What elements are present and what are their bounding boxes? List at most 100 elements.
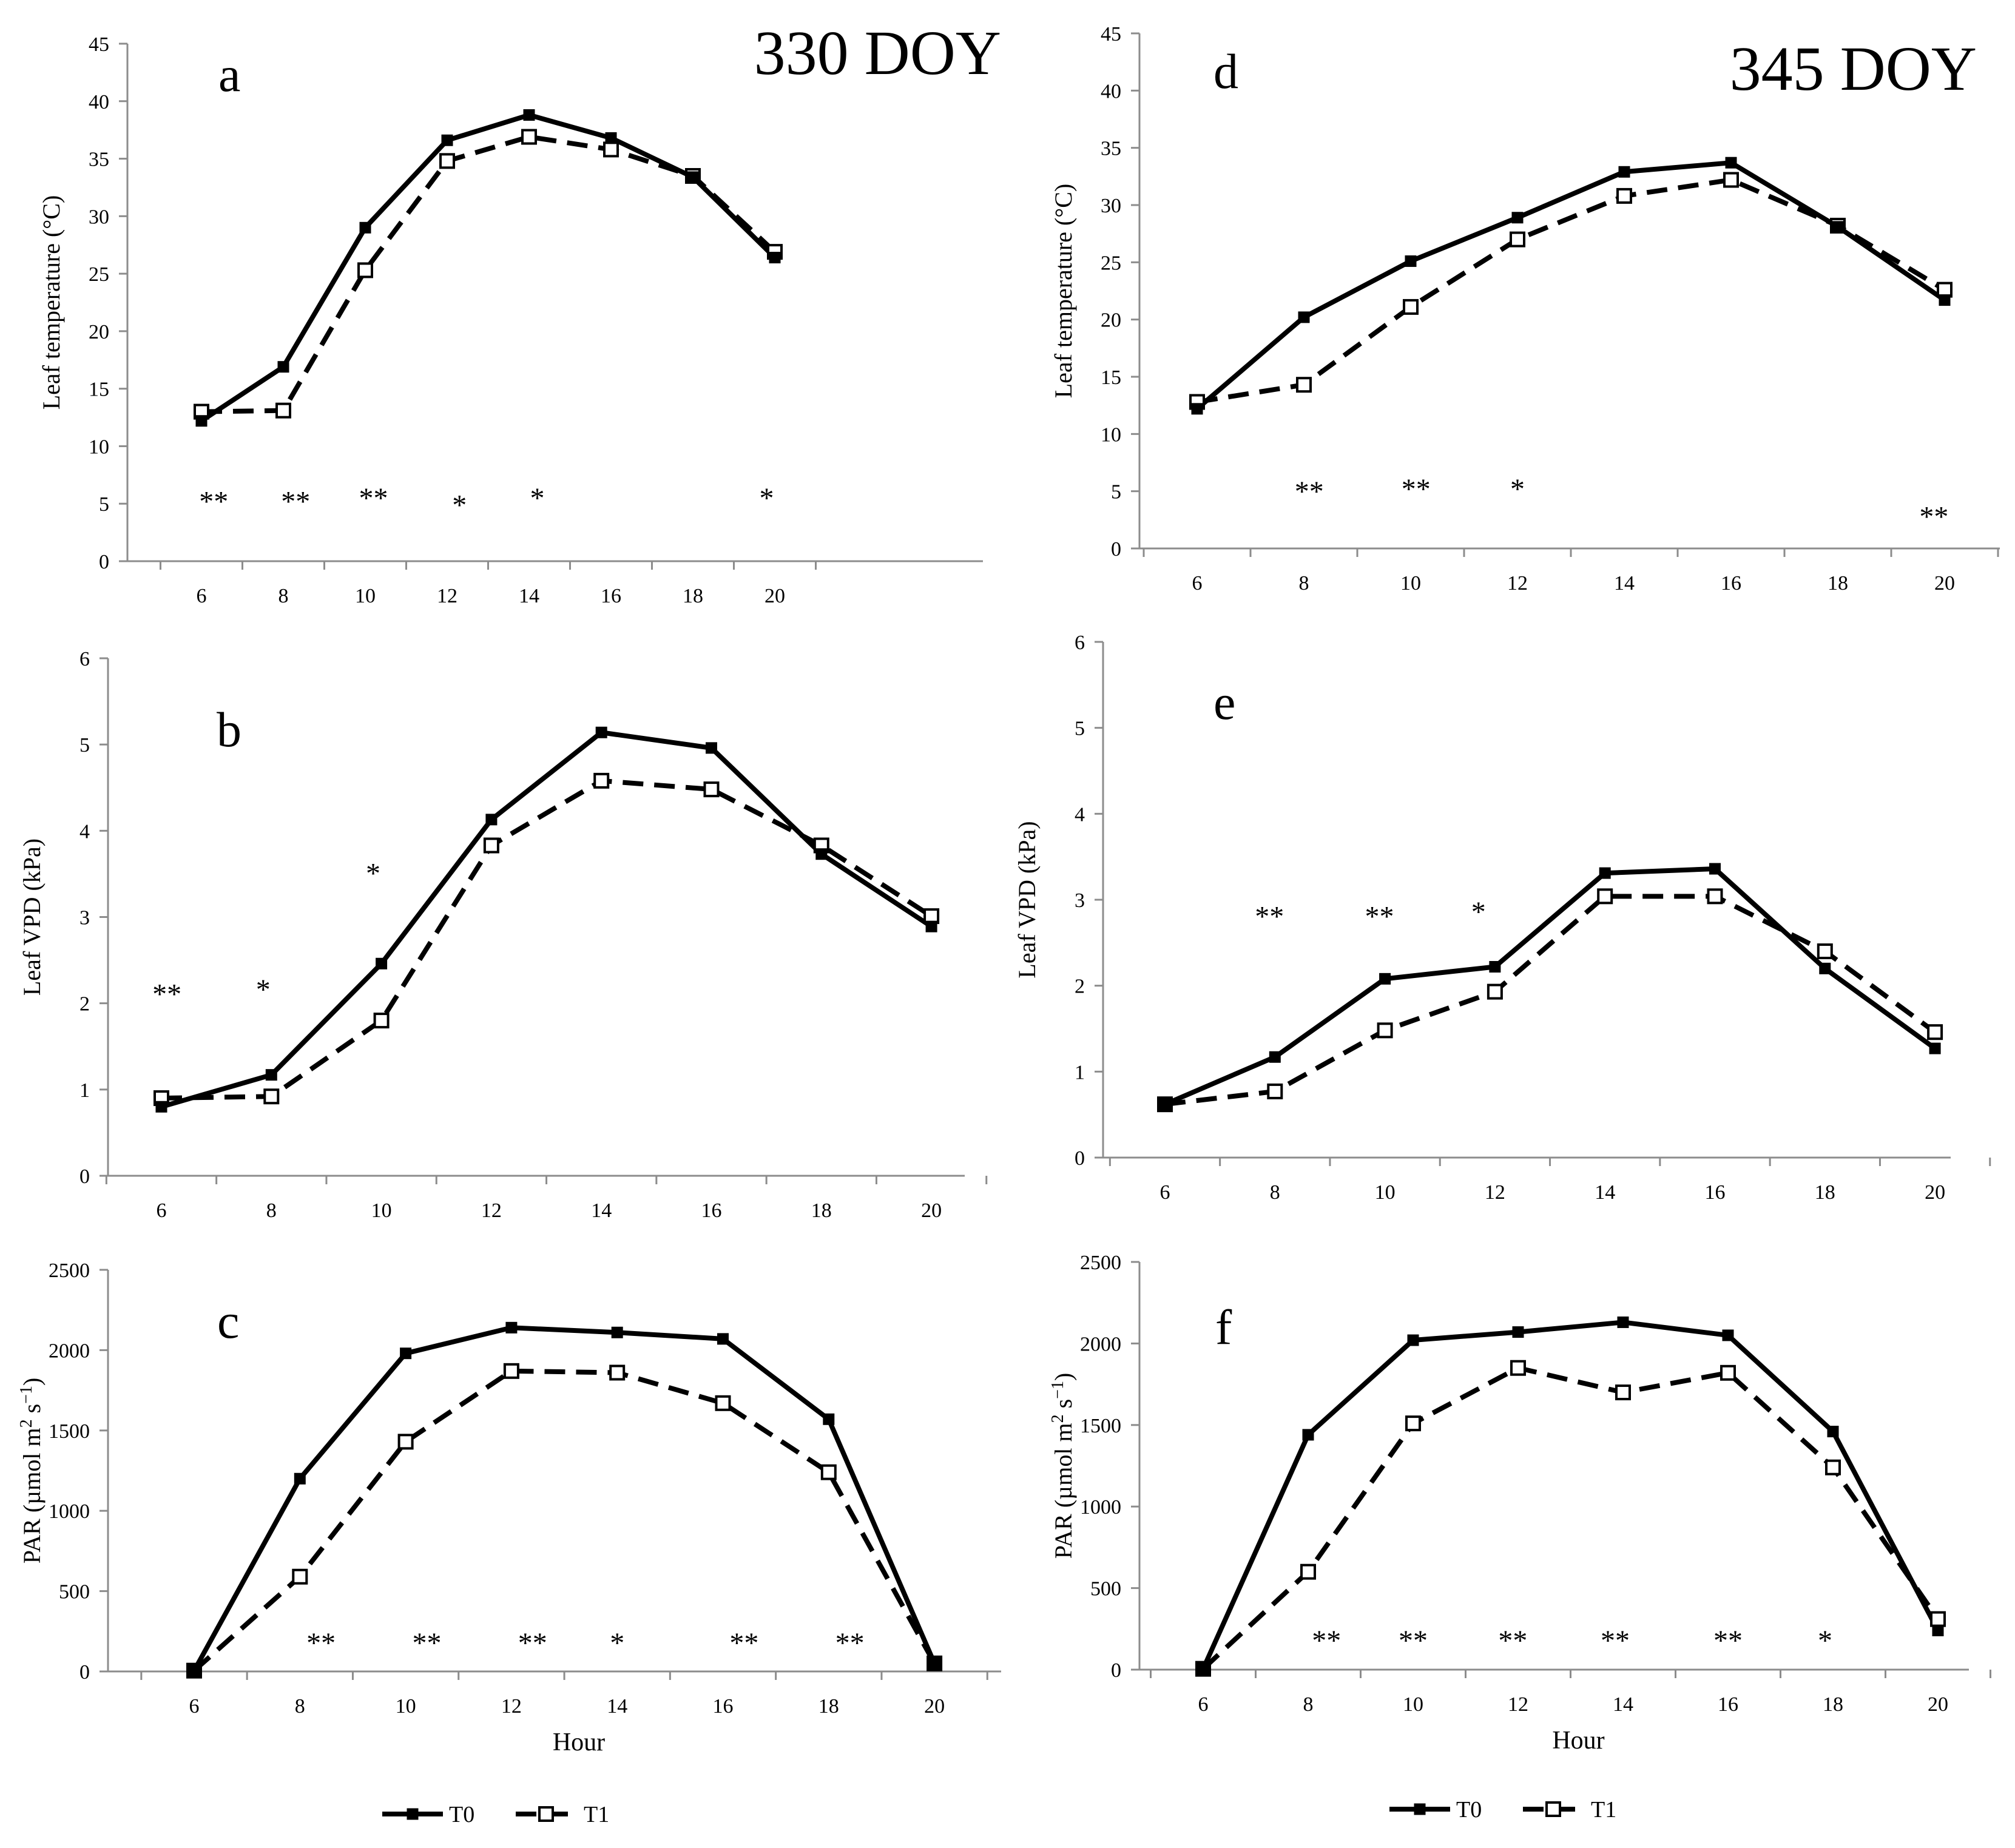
y-tick-label: 1	[79, 1079, 90, 1102]
significance-marker: **	[1399, 1625, 1428, 1657]
x-tick-label: 6	[157, 1199, 167, 1222]
data-point-t0	[1618, 166, 1630, 178]
data-point-t0	[717, 1333, 729, 1345]
data-point-t0	[1929, 1042, 1941, 1054]
data-point-t1	[1930, 1611, 1946, 1627]
x-tick-label: 20	[764, 585, 785, 607]
legend-label-t0: T0	[449, 1802, 474, 1827]
data-point-t0	[706, 742, 717, 754]
significance-marker: **	[1295, 476, 1324, 508]
data-point-t1	[1707, 888, 1723, 905]
y-tick-label: 5	[1075, 718, 1085, 740]
significance-marker: **	[1498, 1625, 1527, 1657]
data-point-t1	[439, 153, 455, 169]
significance-marker: **	[199, 486, 228, 518]
y-tick-label: 0	[79, 1661, 90, 1684]
x-tick-label: 10	[1403, 1693, 1423, 1716]
y-tick-label: 2	[1075, 976, 1085, 998]
series-line-t0	[160, 730, 933, 1110]
data-point-t1	[292, 1568, 308, 1585]
panel-letter: b	[217, 702, 241, 757]
data-point-t0	[769, 252, 781, 264]
y-tick-label: 35	[89, 149, 109, 171]
panel-letter: c	[217, 1293, 239, 1349]
significance-marker: **	[412, 1627, 441, 1659]
x-axis-label: Hour	[553, 1728, 605, 1756]
x-tick-label: 20	[921, 1199, 942, 1222]
data-point-t0	[1159, 1098, 1171, 1110]
significance-marker: **	[281, 486, 310, 518]
legend-label-t0: T0	[1456, 1797, 1482, 1823]
y-tick-label: 4	[1075, 803, 1085, 826]
chart-panel-a: 0 5 10 15 20 25 30 35 40 45 6 8 10 12 14 16 18 20 Leaf tem…	[38, 18, 1001, 607]
y-tick-label: 5	[1111, 481, 1121, 504]
x-tick-label: 16	[1705, 1181, 1726, 1204]
data-point-t1	[1723, 172, 1739, 188]
y-tick-label: 1500	[1080, 1415, 1121, 1437]
x-tick-label: 14	[607, 1695, 627, 1718]
data-point-t0	[1832, 221, 1844, 233]
data-point-t1	[1720, 1364, 1736, 1381]
legend-label-t1: T1	[584, 1802, 609, 1827]
panel-letter: f	[1215, 1300, 1232, 1355]
data-point-t0	[611, 1326, 623, 1338]
y-tick-label: 1000	[49, 1500, 90, 1523]
chart-panel-d: 0 5 10 15 20 25 30 35 40 45 6 8 10 12 14 16 18 20 Leaf tem…	[1050, 23, 2000, 595]
data-point-t1	[275, 402, 291, 419]
legend: T0 T1	[382, 1802, 609, 1827]
data-point-t0	[687, 171, 699, 183]
panel-letter: a	[218, 47, 240, 102]
data-point-t0	[1512, 1326, 1524, 1338]
series-line-t0	[1164, 866, 1937, 1107]
y-tick-label: 45	[89, 33, 109, 56]
data-point-t0	[485, 814, 498, 826]
y-tick-label: 4	[79, 820, 90, 843]
series-line-t1	[192, 1368, 937, 1673]
data-point-t0	[1379, 973, 1391, 985]
y-axis-label: Leaf VPD (kPa)	[1013, 821, 1041, 978]
x-tick-label: 12	[1507, 572, 1528, 595]
data-point-t1	[521, 129, 537, 145]
data-point-t0	[277, 361, 289, 373]
x-tick-label: 18	[818, 1695, 839, 1718]
data-point-t0	[1407, 1334, 1419, 1346]
data-point-t0	[265, 1069, 277, 1081]
y-tick-label: 15	[1101, 366, 1121, 389]
data-point-t0	[928, 1657, 940, 1670]
chart-title: 345 DOY	[1730, 34, 1977, 104]
x-tick-label: 16	[601, 585, 621, 607]
data-point-t1	[1927, 1024, 1943, 1040]
significance-marker: **	[729, 1627, 758, 1659]
x-tick-label: 12	[501, 1695, 522, 1718]
significance-marker: **	[359, 482, 388, 514]
data-point-t0	[400, 1347, 412, 1360]
data-point-t0	[1489, 961, 1501, 973]
data-point-t0	[441, 134, 453, 146]
data-point-t0	[1511, 212, 1524, 224]
data-point-t0	[823, 1413, 835, 1425]
x-tick-label: 16	[701, 1199, 722, 1222]
legend-marker-t0	[1414, 1803, 1426, 1815]
x-tick-label: 20	[924, 1695, 945, 1718]
y-tick-label: 1500	[49, 1420, 90, 1443]
y-axis-label: PAR (µmol m2 s−1)	[17, 1378, 46, 1564]
significance-marker: *	[1471, 896, 1486, 928]
legend-label-t1: T1	[1591, 1797, 1616, 1823]
data-point-t0	[925, 920, 937, 932]
significance-marker: *	[760, 482, 774, 514]
y-tick-label: 35	[1101, 138, 1121, 160]
significance-marker: *	[1818, 1625, 1832, 1657]
data-point-t0	[1932, 1624, 1944, 1636]
y-tick-label: 500	[1090, 1578, 1121, 1600]
data-point-t1	[397, 1434, 414, 1450]
legends-group: T0 T1 T0 T1	[382, 1797, 1616, 1827]
series-line-t0	[200, 112, 777, 423]
panel-letter: e	[1213, 675, 1235, 730]
data-point-t0	[815, 848, 828, 860]
x-tick-label: 10	[355, 585, 376, 607]
data-point-t1	[357, 262, 373, 278]
y-tick-label: 2500	[49, 1260, 90, 1282]
